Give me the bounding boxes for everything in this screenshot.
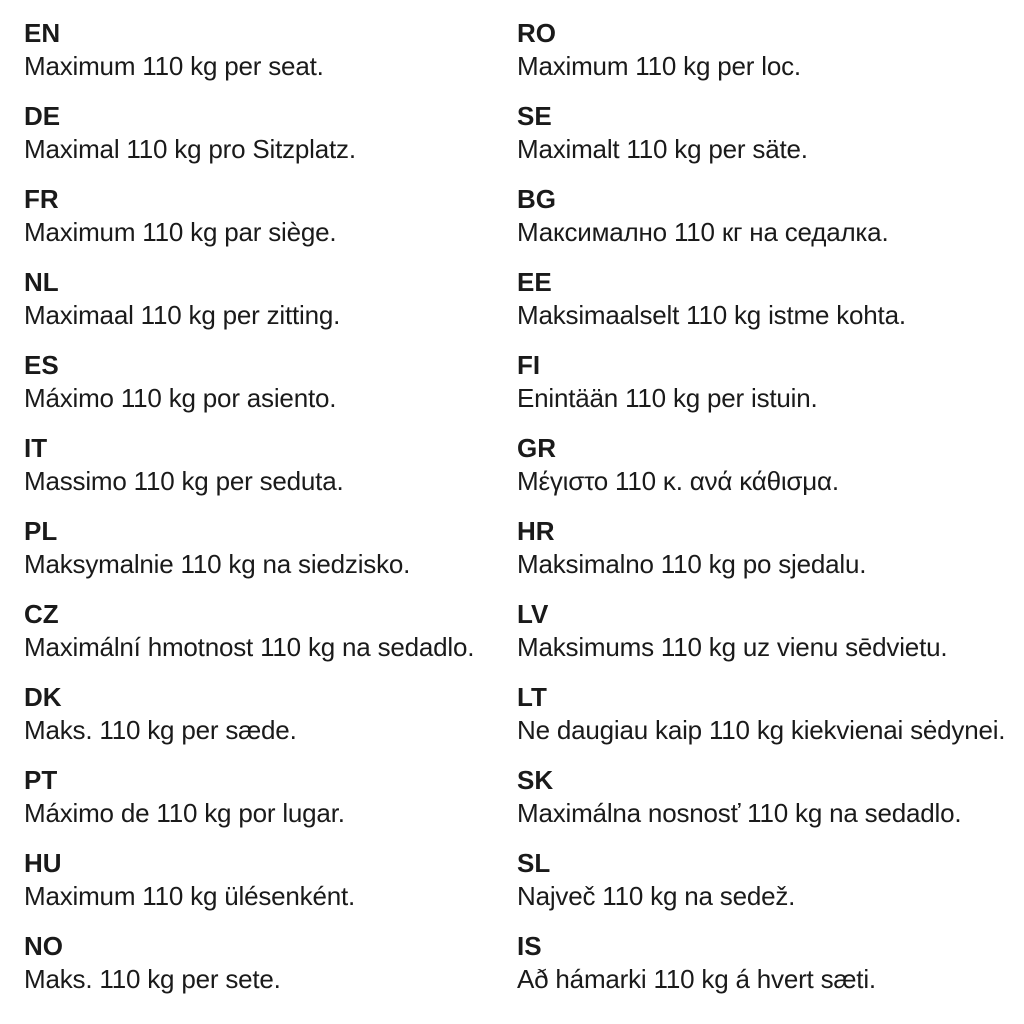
lang-entry-de: DE Maximal 110 kg pro Sitzplatz. [24, 100, 517, 166]
language-code: RO [517, 18, 556, 48]
language-code: PT [24, 765, 58, 795]
language-code: CZ [24, 599, 59, 629]
translation-text: Maksimaalselt 110 kg istme kohta. [517, 300, 906, 330]
translation-text: Največ 110 kg na sedež. [517, 881, 796, 911]
translation-text: Maksimums 110 kg uz vienu sēdvietu. [517, 632, 948, 662]
language-code: FI [517, 350, 541, 380]
translation-text: Ne daugiau kaip 110 kg kiekvienai sėdyne… [517, 715, 1006, 745]
lang-entry-hr: HR Maksimalno 110 kg po sjedalu. [517, 515, 1024, 581]
lang-entry-fr: FR Maximum 110 kg par siège. [24, 183, 517, 249]
translation-text: Maks. 110 kg per sete. [24, 964, 281, 994]
language-code: IS [517, 931, 542, 961]
translation-text: Máximo 110 kg por asiento. [24, 383, 337, 413]
translation-text: Maximum 110 kg per loc. [517, 51, 801, 81]
lang-entry-no: NO Maks. 110 kg per sete. [24, 930, 517, 996]
translation-text: Maximalt 110 kg per säte. [517, 134, 808, 164]
lang-entry-nl: NL Maximaal 110 kg per zitting. [24, 266, 517, 332]
lang-entry-hu: HU Maximum 110 kg ülésenként. [24, 847, 517, 913]
language-code: SE [517, 101, 552, 131]
lang-entry-sl: SL Največ 110 kg na sedež. [517, 847, 1024, 913]
lang-entry-is: IS Að hámarki 110 kg á hvert sæti. [517, 930, 1024, 996]
lang-entry-lt: LT Ne daugiau kaip 110 kg kiekvienai sėd… [517, 681, 1024, 747]
language-code: DE [24, 101, 61, 131]
lang-entry-ro: RO Maximum 110 kg per loc. [517, 17, 1024, 83]
lang-entry-cz: CZ Maximální hmotnost 110 kg na sedadlo. [24, 598, 517, 664]
translation-text: Massimo 110 kg per seduta. [24, 466, 344, 496]
lang-entry-lv: LV Maksimums 110 kg uz vienu sēdvietu. [517, 598, 1024, 664]
translation-text: Máximo de 110 kg por lugar. [24, 798, 345, 828]
left-column: EN Maximum 110 kg per seat. DE Maximal 1… [24, 17, 517, 1024]
translation-text: Maximaal 110 kg per zitting. [24, 300, 341, 330]
lang-entry-ee: EE Maksimaalselt 110 kg istme kohta. [517, 266, 1024, 332]
language-code: GR [517, 433, 556, 463]
translation-text: Að hámarki 110 kg á hvert sæti. [517, 964, 876, 994]
language-code: EE [517, 267, 552, 297]
translation-text: Maks. 110 kg per sæde. [24, 715, 297, 745]
lang-entry-bg: BG Максимално 110 кг на седалка. [517, 183, 1024, 249]
lang-entry-pl: PL Maksymalnie 110 kg na siedzisko. [24, 515, 517, 581]
lang-entry-dk: DK Maks. 110 kg per sæde. [24, 681, 517, 747]
translation-text: Maximální hmotnost 110 kg na sedadlo. [24, 632, 475, 662]
translation-text: Maximálna nosnosť 110 kg na sedadlo. [517, 798, 962, 828]
translation-text: Maximum 110 kg par siège. [24, 217, 337, 247]
language-code: EN [24, 18, 61, 48]
language-code: SK [517, 765, 554, 795]
lang-entry-it: IT Massimo 110 kg per seduta. [24, 432, 517, 498]
right-column: RO Maximum 110 kg per loc. SE Maximalt 1… [517, 17, 1024, 1024]
translation-text: Maximum 110 kg ülésenként. [24, 881, 356, 911]
language-code: PL [24, 516, 58, 546]
language-code: IT [24, 433, 48, 463]
translation-text: Максимално 110 кг на седалка. [517, 217, 889, 247]
language-code: LV [517, 599, 549, 629]
language-code: HU [24, 848, 62, 878]
language-code: BG [517, 184, 556, 214]
lang-entry-sk: SK Maximálna nosnosť 110 kg na sedadlo. [517, 764, 1024, 830]
lang-entry-se: SE Maximalt 110 kg per säte. [517, 100, 1024, 166]
translation-text: Maximum 110 kg per seat. [24, 51, 324, 81]
lang-entry-en: EN Maximum 110 kg per seat. [24, 17, 517, 83]
lang-entry-fi: FI Enintään 110 kg per istuin. [517, 349, 1024, 415]
language-code: FR [24, 184, 59, 214]
language-code: SL [517, 848, 551, 878]
lang-entry-es: ES Máximo 110 kg por asiento. [24, 349, 517, 415]
language-code: HR [517, 516, 555, 546]
lang-entry-pt: PT Máximo de 110 kg por lugar. [24, 764, 517, 830]
translation-text: Maximal 110 kg pro Sitzplatz. [24, 134, 356, 164]
translation-text: Μέγιστο 110 κ. ανά κάθισμα. [517, 466, 839, 496]
language-code: LT [517, 682, 547, 712]
language-code: NL [24, 267, 59, 297]
language-code: DK [24, 682, 62, 712]
lang-entry-gr: GR Μέγιστο 110 κ. ανά κάθισμα. [517, 432, 1024, 498]
translation-text: Maksimalno 110 kg po sjedalu. [517, 549, 867, 579]
language-code: ES [24, 350, 59, 380]
language-code: NO [24, 931, 63, 961]
translation-text: Enintään 110 kg per istuin. [517, 383, 818, 413]
translation-text: Maksymalnie 110 kg na siedzisko. [24, 549, 411, 579]
